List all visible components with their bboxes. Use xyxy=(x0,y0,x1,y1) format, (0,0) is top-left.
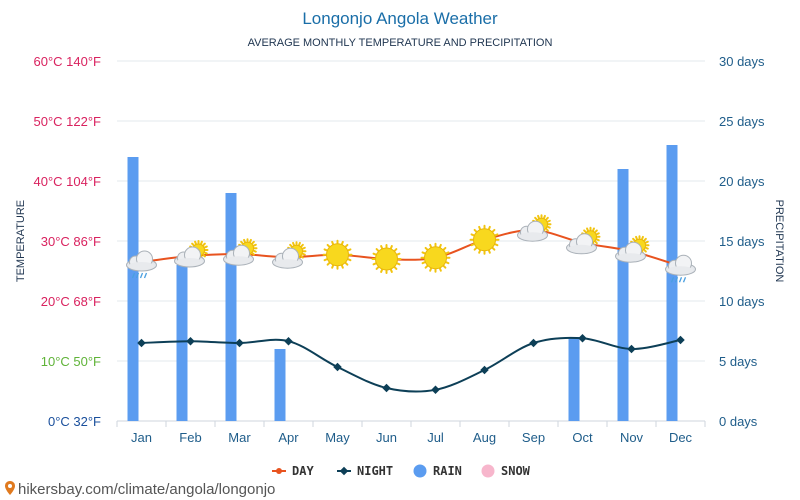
partly-cloudy-icon xyxy=(272,241,307,269)
rain-bar xyxy=(666,145,678,421)
sun-icon xyxy=(322,239,353,270)
legend-marker xyxy=(413,464,427,478)
month-label: Oct xyxy=(572,430,593,445)
sun-icon xyxy=(371,244,402,274)
left-tick-label: 60°C 140°F xyxy=(34,54,102,69)
partly-cloudy-icon xyxy=(517,214,552,242)
chart-subtitle: AVERAGE MONTHLY TEMPERATURE AND PRECIPIT… xyxy=(248,37,553,49)
legend-label: RAIN xyxy=(433,464,462,478)
night-point xyxy=(480,365,489,375)
rain-bars xyxy=(127,145,678,421)
partly-cloudy-icon xyxy=(174,240,209,268)
night-point xyxy=(284,336,293,346)
watermark-text: hikersbay.com/climate/angola/longonjo xyxy=(18,481,275,498)
month-label: Aug xyxy=(473,430,496,445)
rain-bar xyxy=(274,349,286,421)
night-point xyxy=(137,338,146,348)
right-axis-label: PRECIPITATION xyxy=(773,200,785,283)
month-label: May xyxy=(325,430,350,445)
night-point xyxy=(627,344,636,354)
rain-bar xyxy=(176,265,188,421)
left-tick-label: 0°C 32°F xyxy=(48,414,101,429)
month-labels: Jan Feb Mar Apr May Jun Jul Aug Sep Oct Nov Dec xyxy=(131,430,693,445)
month-label: Nov xyxy=(620,430,644,445)
left-tick-label: 50°C 122°F xyxy=(34,114,102,129)
left-tick-label: 30°C 86°F xyxy=(41,234,101,249)
legend-item-day: DAY xyxy=(272,464,314,478)
right-tick-label: 20 days xyxy=(719,174,765,189)
night-point xyxy=(186,336,195,346)
legend-item-snow: SNOW xyxy=(481,464,531,478)
night-point xyxy=(578,333,587,343)
legend-label: SNOW xyxy=(501,464,531,478)
night-point xyxy=(235,338,244,348)
rain-bar xyxy=(568,337,580,421)
left-axis-ticks: 0°C 32°F 10°C 50°F 20°C 68°F 30°C 86°F 40°C … xyxy=(34,54,102,429)
night-point xyxy=(529,338,538,348)
chart-title: Longonjo Angola Weather xyxy=(302,9,498,28)
right-tick-label: 15 days xyxy=(719,234,765,249)
rain-bar xyxy=(225,193,237,421)
rain-cloud-icon xyxy=(665,254,696,283)
right-axis-ticks: 0 days 5 days 10 days 15 days 20 days 25 days… xyxy=(719,54,765,429)
left-tick-label: 20°C 68°F xyxy=(41,294,101,309)
month-label: Sep xyxy=(522,430,545,445)
legend-label: DAY xyxy=(292,464,314,478)
left-tick-label: 10°C 50°F xyxy=(41,354,101,369)
left-axis-label: TEMPERATURE xyxy=(15,200,27,282)
right-tick-label: 30 days xyxy=(719,54,765,69)
sun-icon xyxy=(420,242,451,273)
rain-bar xyxy=(127,157,139,421)
month-label: Jan xyxy=(131,430,152,445)
partly-cloudy-icon xyxy=(566,226,601,255)
night-point xyxy=(431,385,440,395)
rain-cloud-icon xyxy=(126,250,157,279)
legend-marker xyxy=(481,464,495,478)
grid-lines xyxy=(116,60,706,427)
night-point xyxy=(333,362,342,372)
night-point xyxy=(382,383,391,393)
left-tick-label: 40°C 104°F xyxy=(34,174,102,189)
month-label: Jul xyxy=(427,430,444,445)
partly-cloudy-icon xyxy=(615,235,650,263)
month-label: Dec xyxy=(669,430,693,445)
legend-item-night: NIGHT xyxy=(337,464,393,478)
legend-item-rain: RAIN xyxy=(413,464,462,478)
night-point xyxy=(676,335,685,345)
weather-icons xyxy=(126,214,696,283)
night-line xyxy=(141,336,681,393)
right-tick-label: 25 days xyxy=(719,114,765,129)
right-tick-label: 10 days xyxy=(719,294,765,309)
right-tick-label: 0 days xyxy=(719,414,758,429)
month-label: Apr xyxy=(278,430,299,445)
right-tick-label: 5 days xyxy=(719,354,758,369)
location-pin-icon xyxy=(5,481,15,495)
night-temperature-series xyxy=(137,333,685,395)
month-label: Jun xyxy=(376,430,397,445)
rain-bar xyxy=(617,169,629,421)
day-temperature-series xyxy=(141,229,681,268)
partly-cloudy-icon xyxy=(223,238,258,266)
legend: DAY NIGHT RAIN SNOW xyxy=(272,464,531,478)
month-label: Mar xyxy=(228,430,251,445)
day-line xyxy=(141,229,681,268)
month-label: Feb xyxy=(179,430,201,445)
sun-icon xyxy=(469,224,500,255)
legend-label: NIGHT xyxy=(357,464,393,478)
